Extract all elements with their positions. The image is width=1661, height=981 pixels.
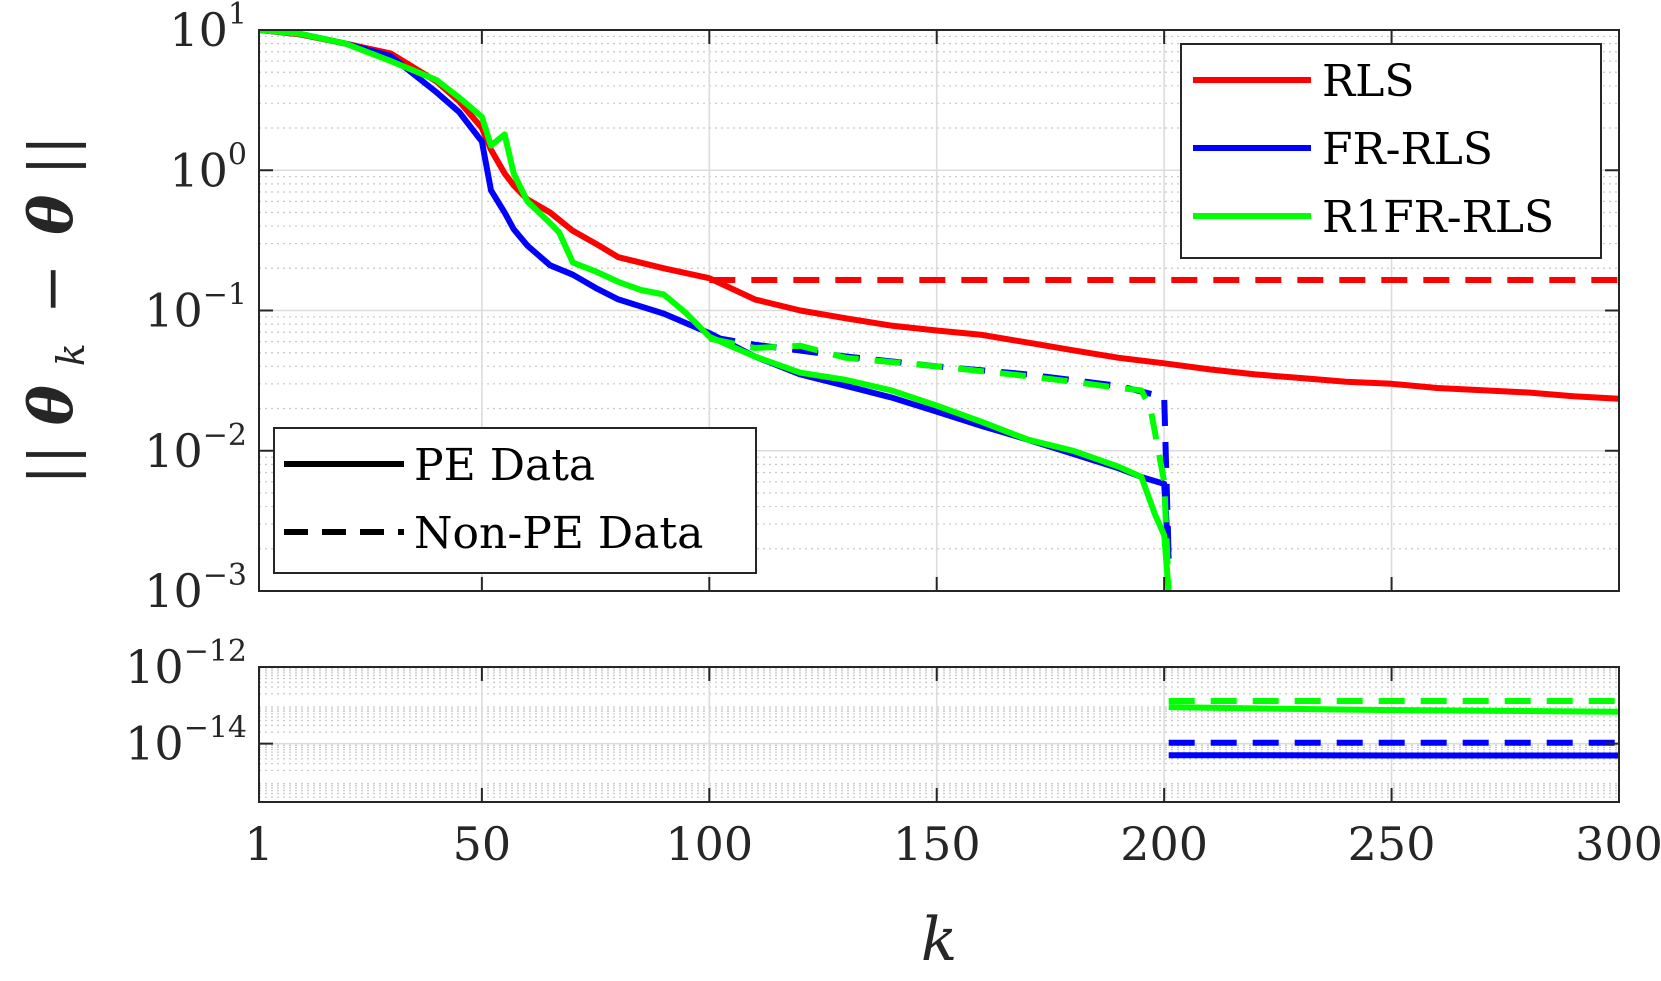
y-tick-base: 10 — [169, 3, 228, 57]
series-line-r1fr-rls-non-pe-data — [708, 335, 1172, 591]
legend-label-r1fr-rls: R1FR-RLS — [1322, 192, 1554, 243]
series-line-r1fr-rls-pe-data — [259, 30, 1172, 591]
y-label-minus: − — [17, 264, 87, 314]
y-tick-label: 10−1 — [144, 278, 247, 338]
y-tick-base: 10 — [125, 640, 184, 694]
y-tick-base: 10 — [125, 717, 184, 771]
y-tick-label: 10−12 — [125, 634, 247, 694]
x-tick-label: 200 — [1120, 817, 1208, 871]
x-tick-label: 1 — [244, 817, 273, 871]
y-label-theta: θ — [17, 385, 87, 425]
legend-label-fr-rls: FR-RLS — [1322, 124, 1493, 175]
y-label-sub: k — [49, 343, 93, 366]
bottom-plot-frame — [258, 666, 1620, 803]
y-tick-exponent: 1 — [228, 0, 247, 32]
bottom-series — [1168, 698, 1619, 759]
series-line-rls-pe-data — [259, 30, 1619, 402]
y-tick-exponent: −1 — [203, 278, 247, 313]
legend-label-non-pe-data: Non-PE Data — [414, 508, 703, 559]
style-legend: PE Data Non-PE Data — [273, 427, 757, 574]
x-tick-label: 100 — [665, 817, 753, 871]
x-axis-label: k — [921, 905, 957, 975]
bottom-ticks — [258, 666, 1620, 802]
top-series — [259, 30, 1619, 591]
y-tick-base: 10 — [144, 424, 203, 478]
y-tick-label: 10−3 — [144, 558, 247, 618]
style-legend-box — [273, 427, 757, 574]
y-tick-label: 100 — [169, 137, 247, 197]
series-legend: RLS FR-RLS R1FR-RLS — [1180, 43, 1602, 259]
y-label-theta2: θ — [17, 195, 87, 235]
y-tick-base: 10 — [144, 564, 203, 618]
y-tick-label: 101 — [169, 0, 247, 57]
y-tick-exponent: −2 — [203, 418, 247, 453]
y-tick-label: 10−14 — [125, 711, 247, 771]
y-tick-label: 10−2 — [144, 418, 247, 478]
y-tick-exponent: 0 — [228, 137, 247, 172]
legend-label-pe-data: PE Data — [414, 440, 595, 491]
x-tick-labels: 1 50 100 150 200 250 300 — [244, 817, 1661, 871]
bottom-grid — [258, 666, 1620, 802]
series-line-r1fr-rls-pe-data — [1168, 704, 1619, 715]
x-tick-label: 300 — [1575, 817, 1661, 871]
y-axis-label: || θ k − θ || — [17, 135, 99, 485]
y-label-close: || — [17, 135, 87, 175]
x-tick-label: 250 — [1348, 817, 1436, 871]
y-tick-base: 10 — [169, 143, 228, 197]
y-tick-base: 10 — [144, 284, 203, 338]
x-tick-label: 150 — [893, 817, 981, 871]
y-tick-exponent: −3 — [203, 558, 247, 593]
y-label-open: || — [17, 444, 87, 484]
top-ticks — [258, 29, 1620, 592]
legend-label-rls: RLS — [1322, 56, 1415, 107]
x-tick-label: 50 — [453, 817, 512, 871]
y-tick-exponent: −14 — [184, 711, 247, 746]
y-tick-exponent: −12 — [184, 634, 247, 669]
